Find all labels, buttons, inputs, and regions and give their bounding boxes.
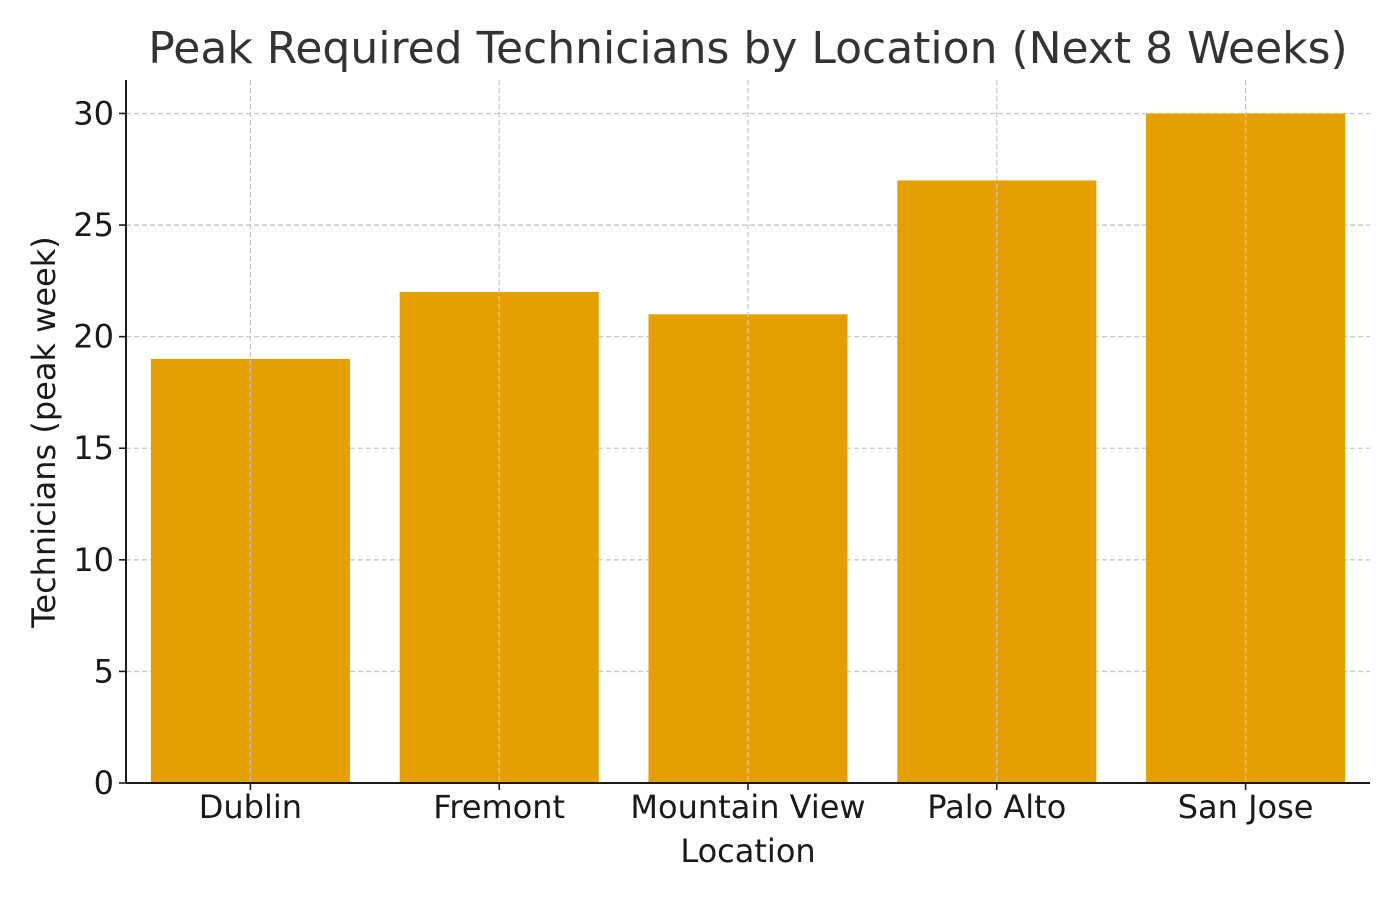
- tick-labels: 0 5 10 15 20 25 30 Dublin Fremont Mountain View Pa…: [73, 94, 1313, 826]
- x-tick-label: Mountain View: [630, 788, 865, 826]
- y-tick-label: 5: [94, 652, 114, 690]
- y-tick-label: 20: [73, 318, 114, 356]
- x-tick-label: Fremont: [433, 788, 565, 826]
- y-tick-label: 25: [73, 206, 114, 244]
- y-tick-label: 0: [94, 764, 114, 802]
- x-tick-label: Palo Alto: [927, 788, 1066, 826]
- y-axis-label: Technicians (peak week): [25, 236, 63, 628]
- x-tick-label: San Jose: [1178, 788, 1314, 826]
- x-tick-label: Dublin: [199, 788, 302, 826]
- y-tick-label: 10: [73, 541, 114, 579]
- y-tick-label: 15: [73, 429, 114, 467]
- x-axis-label: Location: [680, 832, 815, 870]
- y-tick-label: 30: [73, 94, 114, 132]
- chart-title: Peak Required Technicians by Location (N…: [148, 23, 1347, 74]
